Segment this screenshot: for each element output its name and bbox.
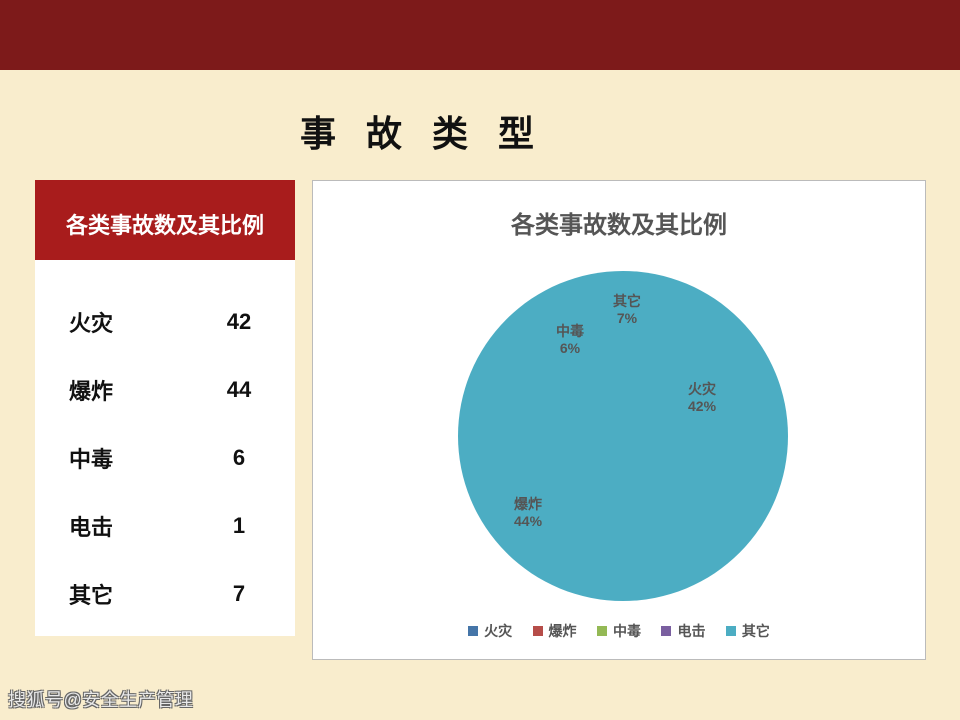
legend-item: 电击 [661,621,705,641]
legend-item: 中毒 [597,621,641,641]
page-root: 事 故 类 型 各类事故数及其比例 火灾 42 爆炸 44 中毒 6 电击 1 … [0,0,960,720]
accident-table: 各类事故数及其比例 火灾 42 爆炸 44 中毒 6 电击 1 其它 7 [35,180,295,636]
legend-square [468,626,478,636]
slice-name: 爆炸 [514,496,542,513]
pie-chart-panel: 各类事故数及其比例 火灾 42% 爆炸 44% 中毒 6% 其它 7% [312,180,926,660]
slice-percent: 44% [514,513,542,530]
chart-title: 各类事故数及其比例 [313,205,925,240]
table-row: 电击 1 [63,492,275,560]
slice-label-explosion: 爆炸 44% [514,496,542,530]
table-row: 爆炸 44 [63,356,275,424]
legend-label: 中毒 [613,621,641,641]
slice-label-fire: 火灾 42% [688,381,716,415]
table-row: 中毒 6 [63,424,275,492]
row-value: 7 [209,581,269,607]
legend-label: 其它 [742,621,770,641]
legend-square [533,626,543,636]
row-value: 44 [209,377,269,403]
slice-percent: 7% [613,310,641,327]
chart-legend: 火灾 爆炸 中毒 电击 其它 [313,621,925,641]
legend-label: 火灾 [484,621,512,641]
table-row: 其它 7 [63,560,275,628]
row-label: 电击 [69,510,113,542]
legend-square [597,626,607,636]
slice-label-poison: 中毒 6% [556,323,584,357]
slice-percent: 6% [556,340,584,357]
legend-item: 爆炸 [533,621,577,641]
watermark-text: 搜狐号@安全生产管理 [8,686,193,712]
top-bar [0,0,960,70]
row-label: 爆炸 [69,374,113,406]
slice-label-other: 其它 7% [613,293,641,327]
pie-wrap: 火灾 42% 爆炸 44% 中毒 6% 其它 7% [458,271,788,601]
legend-square [726,626,736,636]
row-value: 42 [209,309,269,335]
legend-label: 电击 [677,621,705,641]
slice-name: 火灾 [688,381,716,398]
table-header: 各类事故数及其比例 [35,180,295,260]
slice-name: 中毒 [556,323,584,340]
page-title: 事 故 类 型 [300,105,544,157]
legend-item: 其它 [726,621,770,641]
row-value: 1 [209,513,269,539]
row-value: 6 [209,445,269,471]
row-label: 中毒 [69,442,113,474]
table-body: 火灾 42 爆炸 44 中毒 6 电击 1 其它 7 [35,260,295,636]
row-label: 火灾 [69,306,113,338]
row-label: 其它 [69,578,113,610]
slice-percent: 42% [688,398,716,415]
legend-square [661,626,671,636]
table-row: 火灾 42 [63,288,275,356]
legend-item: 火灾 [468,621,512,641]
slice-name: 其它 [613,293,641,310]
legend-label: 爆炸 [549,621,577,641]
